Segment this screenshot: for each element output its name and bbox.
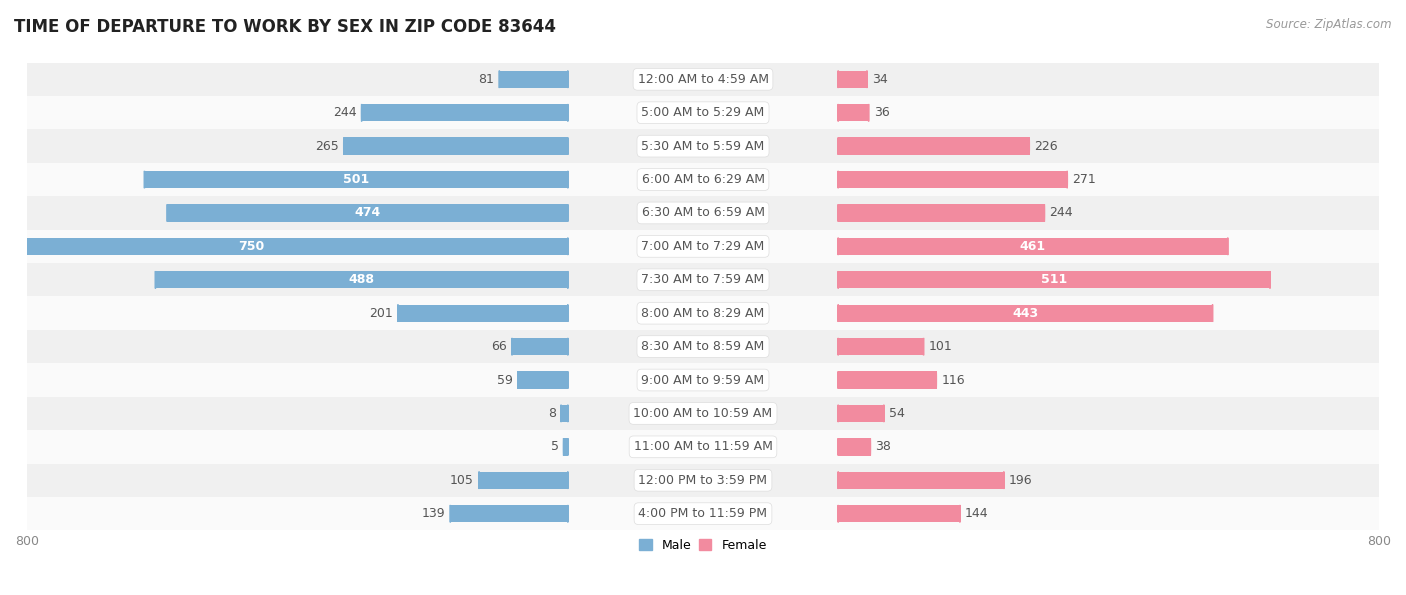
Bar	[27, 62, 1379, 96]
Text: 443: 443	[1012, 306, 1039, 320]
Text: 271: 271	[1073, 173, 1097, 186]
Bar	[0, 237, 568, 255]
Bar	[512, 338, 568, 355]
Text: 5: 5	[551, 440, 558, 453]
Text: 488: 488	[349, 273, 374, 286]
Bar	[167, 204, 568, 222]
Text: TIME OF DEPARTURE TO WORK BY SEX IN ZIP CODE 83644: TIME OF DEPARTURE TO WORK BY SEX IN ZIP …	[14, 18, 555, 36]
Bar	[499, 71, 568, 88]
Bar	[479, 472, 568, 489]
Bar	[838, 438, 870, 456]
Text: 7:30 AM to 7:59 AM: 7:30 AM to 7:59 AM	[641, 273, 765, 286]
Bar	[838, 338, 924, 355]
Text: 5:00 AM to 5:29 AM: 5:00 AM to 5:29 AM	[641, 107, 765, 119]
Bar	[838, 171, 1067, 188]
Text: 8:00 AM to 8:29 AM: 8:00 AM to 8:29 AM	[641, 306, 765, 320]
Text: 38: 38	[876, 440, 891, 453]
Bar	[344, 137, 568, 155]
Text: 750: 750	[238, 240, 264, 253]
Text: 4:00 PM to 11:59 PM: 4:00 PM to 11:59 PM	[638, 507, 768, 520]
Text: 461: 461	[1019, 240, 1046, 253]
Bar	[27, 464, 1379, 497]
Text: 11:00 AM to 11:59 AM: 11:00 AM to 11:59 AM	[634, 440, 772, 453]
Text: 139: 139	[422, 507, 446, 520]
Bar	[398, 305, 568, 322]
Bar	[27, 163, 1379, 196]
Text: 34: 34	[872, 73, 887, 86]
Text: 196: 196	[1010, 474, 1032, 487]
Legend: Male, Female: Male, Female	[634, 534, 772, 557]
Text: 144: 144	[965, 507, 988, 520]
Bar	[361, 104, 568, 121]
Bar	[838, 71, 868, 88]
Text: 66: 66	[491, 340, 508, 353]
Text: 244: 244	[1049, 206, 1073, 220]
Text: 54: 54	[889, 407, 905, 420]
Text: 81: 81	[478, 73, 495, 86]
Text: 501: 501	[343, 173, 370, 186]
Bar	[450, 505, 568, 522]
Text: 201: 201	[370, 306, 392, 320]
Bar	[27, 430, 1379, 464]
Bar	[838, 305, 1212, 322]
Text: 265: 265	[315, 140, 339, 153]
Bar	[838, 137, 1029, 155]
Text: 8: 8	[548, 407, 555, 420]
Bar	[517, 371, 568, 389]
Text: 9:00 AM to 9:59 AM: 9:00 AM to 9:59 AM	[641, 374, 765, 387]
Bar	[838, 204, 1045, 222]
Bar	[838, 505, 960, 522]
Bar	[145, 171, 568, 188]
Text: 12:00 AM to 4:59 AM: 12:00 AM to 4:59 AM	[637, 73, 769, 86]
Text: 101: 101	[928, 340, 952, 353]
Text: 5:30 AM to 5:59 AM: 5:30 AM to 5:59 AM	[641, 140, 765, 153]
Bar	[838, 371, 936, 389]
Bar	[838, 472, 1004, 489]
Text: 244: 244	[333, 107, 357, 119]
Bar	[27, 364, 1379, 397]
Bar	[838, 237, 1227, 255]
Bar	[27, 263, 1379, 296]
Text: 6:00 AM to 6:29 AM: 6:00 AM to 6:29 AM	[641, 173, 765, 186]
Bar	[27, 230, 1379, 263]
Text: 474: 474	[354, 206, 381, 220]
Text: 105: 105	[450, 474, 474, 487]
Bar	[27, 196, 1379, 230]
Bar	[838, 271, 1270, 289]
Text: 7:00 AM to 7:29 AM: 7:00 AM to 7:29 AM	[641, 240, 765, 253]
Text: 8:30 AM to 8:59 AM: 8:30 AM to 8:59 AM	[641, 340, 765, 353]
Bar	[27, 130, 1379, 163]
Bar	[838, 405, 884, 422]
Text: 59: 59	[496, 374, 513, 387]
Bar	[156, 271, 568, 289]
Text: 36: 36	[873, 107, 890, 119]
Text: 10:00 AM to 10:59 AM: 10:00 AM to 10:59 AM	[634, 407, 772, 420]
Text: 6:30 AM to 6:59 AM: 6:30 AM to 6:59 AM	[641, 206, 765, 220]
Text: 511: 511	[1040, 273, 1067, 286]
Text: Source: ZipAtlas.com: Source: ZipAtlas.com	[1267, 18, 1392, 31]
Bar	[561, 405, 568, 422]
Text: 226: 226	[1035, 140, 1057, 153]
Bar	[27, 96, 1379, 130]
Text: 116: 116	[941, 374, 965, 387]
Bar	[838, 104, 869, 121]
Text: 12:00 PM to 3:59 PM: 12:00 PM to 3:59 PM	[638, 474, 768, 487]
Bar	[27, 296, 1379, 330]
Bar	[27, 497, 1379, 530]
Bar	[27, 397, 1379, 430]
Bar	[27, 330, 1379, 364]
Bar	[564, 438, 568, 456]
